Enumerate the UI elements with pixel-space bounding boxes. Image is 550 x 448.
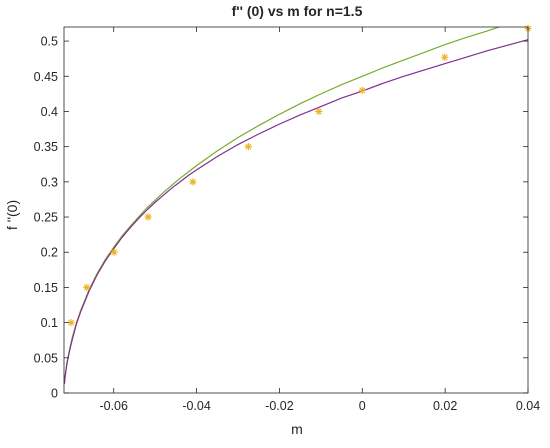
x-tick-label: 0: [359, 399, 366, 413]
data-point: [110, 248, 118, 256]
marker-stroke: [68, 319, 75, 326]
y-tick-label: 0.15: [34, 281, 58, 295]
data-point: [315, 107, 323, 116]
marker-stroke: [189, 178, 196, 185]
data-point: [244, 143, 252, 151]
x-tick-label: 0.02: [433, 399, 457, 413]
data-point: [189, 178, 197, 186]
plot-area: [63, 24, 532, 394]
x-tick-label: -0.02: [265, 399, 294, 413]
series-markers-2: [67, 24, 532, 327]
marker-stroke: [359, 87, 366, 94]
series-lines: [64, 27, 528, 384]
y-axis: 0 0.05 0.1 0.15 0.2 0.25 0.3 0.35 0.4 0.45 0.5: [34, 35, 528, 401]
data-point: [144, 213, 152, 221]
marker-stroke: [145, 214, 152, 221]
data-point: [358, 86, 366, 94]
marker-stroke: [111, 249, 118, 256]
y-tick-label: 0.05: [34, 351, 58, 365]
y-tick-label: 0: [51, 387, 58, 401]
x-tick-label: 0.04: [516, 399, 540, 413]
y-axis-label: f ''(0): [4, 200, 20, 230]
x-axis-label: m: [291, 421, 303, 437]
y-tick-label: 0.4: [41, 105, 58, 119]
marker-stroke: [83, 284, 90, 291]
marker-stroke: [245, 143, 252, 150]
chart-title: f'' (0) vs m for n=1.5: [232, 3, 363, 19]
marker-stroke: [441, 54, 448, 61]
y-tick-label: 0.1: [41, 316, 58, 330]
y-tick-label: 0.3: [41, 175, 58, 189]
y-tick-label: 0.45: [34, 70, 58, 84]
data-point: [83, 283, 91, 292]
data-point: [441, 53, 449, 61]
x-tick-label: -0.06: [99, 399, 128, 413]
x-axis: -0.06 -0.04 -0.02 0 0.02 0.04: [99, 27, 540, 413]
series-line-1: [64, 39, 528, 384]
x-tick-label: -0.04: [182, 399, 211, 413]
y-tick-label: 0.5: [41, 35, 58, 49]
plot-frame: [63, 26, 529, 394]
y-tick-label: 0.35: [34, 140, 58, 154]
marker-stroke: [315, 108, 322, 115]
y-tick-label: 0.25: [34, 211, 58, 225]
y-tick-label: 0.2: [41, 246, 58, 260]
